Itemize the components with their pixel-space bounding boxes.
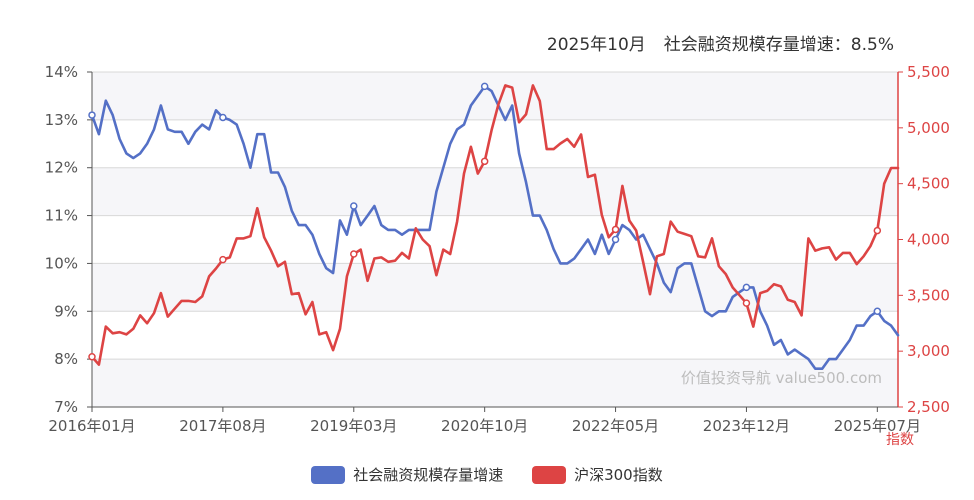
right-axis-tick-label: 5,000 bbox=[907, 119, 950, 137]
series-point-marker[interactable] bbox=[480, 157, 489, 166]
legend: 社会融资规模存量增速 沪深300指数 bbox=[0, 464, 974, 488]
series-layer bbox=[88, 82, 900, 370]
headline-metric-label: 社会融资规模存量增速： bbox=[663, 35, 851, 55]
legend-item-social-financing[interactable]: 社会融资规模存量增速 bbox=[311, 464, 503, 485]
series-point-marker[interactable] bbox=[873, 307, 882, 316]
watermark: 价值投资导航 value500.com bbox=[681, 369, 882, 387]
right-axis-tick-label: 4,500 bbox=[907, 175, 950, 193]
right-axis-tick-label: 4,000 bbox=[907, 231, 950, 249]
left-axis-tick-label: 13% bbox=[45, 111, 78, 129]
series-point-marker[interactable] bbox=[350, 202, 358, 210]
plot-background-bands bbox=[92, 72, 898, 407]
series-point-marker[interactable] bbox=[611, 225, 620, 234]
series-point-marker[interactable] bbox=[742, 283, 751, 292]
x-axis-tick-label: 2025年07月 bbox=[834, 417, 921, 435]
series-point-marker[interactable] bbox=[88, 111, 96, 119]
series-point-marker[interactable] bbox=[480, 82, 489, 91]
series-point-marker[interactable] bbox=[742, 299, 751, 307]
left-axis-tick-label: 12% bbox=[45, 159, 78, 177]
right-axis-tick-label: 5,500 bbox=[907, 63, 950, 81]
series-line-0 bbox=[90, 85, 900, 370]
left-axis-tick-label: 9% bbox=[54, 302, 78, 320]
grid-band bbox=[92, 263, 898, 312]
right-axis-tick-label: 3,500 bbox=[907, 286, 950, 304]
series-point-marker[interactable] bbox=[219, 255, 227, 264]
left-axis-tick-label: 8% bbox=[54, 350, 78, 368]
right-axis-label: 指数 bbox=[886, 432, 914, 448]
left-axis-tick-label: 7% bbox=[54, 398, 78, 416]
axes: 7% 8% 9% 10% 11% 12% 13% 14% 2,500 3,000 3,500 4,00… bbox=[45, 63, 950, 435]
right-axis-tick-label: 3,000 bbox=[907, 342, 950, 360]
grid-band bbox=[92, 359, 898, 407]
headline-metric-value: 8.5% bbox=[850, 35, 894, 55]
dual-axis-line-chart: 价值投资导航 value500.com 7% 8% 9% 10% 11% 12% 13% 14… bbox=[45, 63, 950, 448]
legend-label-social-financing: 社会融资规模存量增速 bbox=[353, 466, 504, 484]
x-axis-tick-label: 2020年10月 bbox=[441, 417, 528, 435]
chart-headline: 2025年10月 社会融资规模存量增速：8.5% bbox=[547, 30, 894, 55]
x-axis-tick-label: 2016年01月 bbox=[48, 417, 135, 435]
x-axis-tick-label: 2017年08月 bbox=[179, 417, 266, 435]
right-axis-tick-label: 2,500 bbox=[907, 398, 950, 416]
left-axis-tick-label: 11% bbox=[45, 207, 78, 225]
series-point-marker[interactable] bbox=[873, 226, 882, 235]
legend-item-csi300[interactable]: 沪深300指数 bbox=[532, 464, 663, 485]
headline-period: 2025年10月 bbox=[546, 35, 646, 55]
series-point-marker[interactable] bbox=[350, 250, 358, 258]
x-axis-tick-label: 2023年12月 bbox=[703, 417, 790, 435]
left-axis-tick-label: 14% bbox=[45, 63, 78, 81]
legend-label-csi300: 沪深300指数 bbox=[574, 466, 663, 484]
series-point-marker[interactable] bbox=[219, 113, 227, 122]
x-axis-tick-label: 2022年05月 bbox=[572, 417, 659, 435]
series-point-marker[interactable] bbox=[611, 235, 620, 244]
series-point-marker[interactable] bbox=[88, 353, 96, 361]
series-line-1 bbox=[90, 84, 900, 366]
legend-swatch-blue bbox=[311, 465, 346, 484]
legend-swatch-red bbox=[532, 465, 567, 484]
x-axis-tick-label: 2019年03月 bbox=[310, 417, 397, 435]
grid-band bbox=[92, 167, 898, 216]
left-axis-tick-label: 10% bbox=[45, 254, 78, 272]
